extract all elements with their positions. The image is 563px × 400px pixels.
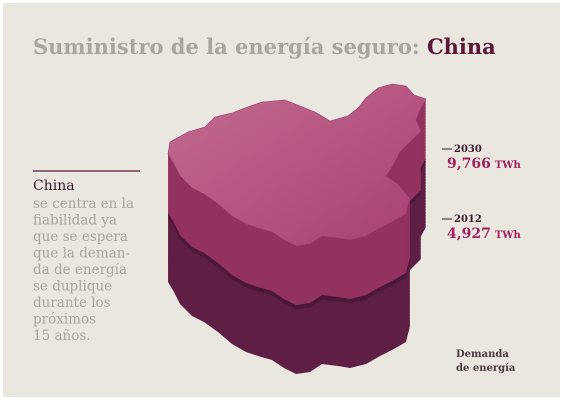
marker-number: 9,766 [447, 156, 491, 172]
sidebar-line: que la deman- [33, 246, 130, 262]
title-highlight: China [427, 34, 496, 59]
map-top-face [167, 83, 427, 247]
sidebar-line: se centra en la [33, 196, 134, 212]
marker-year: 2030 [454, 144, 482, 155]
sidebar-line: 15 años. [33, 328, 91, 344]
marker-value: 9,766 TWh [447, 156, 522, 172]
marker-value: 4,927 TWh [447, 226, 522, 242]
marker-unit: TWh [495, 230, 522, 241]
footnote-line: de energía [456, 363, 516, 374]
sidebar-line: durante los [33, 295, 111, 311]
china-map [167, 83, 427, 374]
sidebar-line: fiabilidad ya [33, 213, 117, 229]
sidebar-heading: China [33, 178, 75, 194]
marker-year: 2012 [454, 214, 482, 225]
title: Suministro de la energía seguro: China [33, 34, 496, 59]
footnote-line: Demanda [456, 349, 509, 360]
marker-number: 4,927 [447, 226, 491, 242]
sidebar-line: se duplique [33, 279, 112, 295]
title-lead: Suministro de la energía seguro: [33, 34, 427, 59]
marker-unit: TWh [495, 160, 522, 171]
sidebar-line: que se espera [33, 229, 128, 245]
sidebar-line: próximos [33, 312, 96, 328]
sidebar-line: da de energía [33, 262, 127, 278]
